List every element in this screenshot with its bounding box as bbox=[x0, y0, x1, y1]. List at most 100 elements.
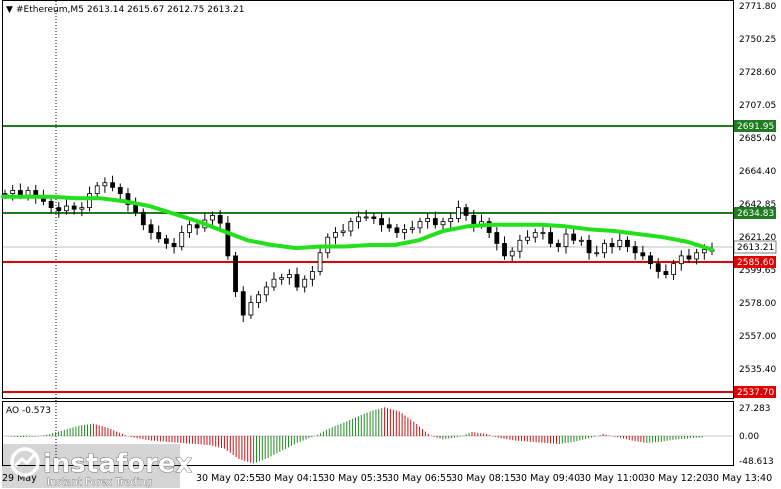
price-tick: 2750.25 bbox=[739, 35, 776, 45]
candle-body bbox=[348, 221, 354, 232]
candle-body bbox=[56, 207, 62, 212]
level-tag-bg bbox=[734, 386, 776, 398]
candle-body bbox=[225, 222, 231, 257]
time-label: 30 May 12:20 bbox=[643, 473, 708, 484]
level-tag-label: 2634.83 bbox=[737, 209, 774, 219]
candle-body bbox=[94, 185, 100, 195]
candle-body bbox=[525, 236, 530, 241]
candle-body bbox=[317, 252, 323, 272]
candle-body bbox=[371, 216, 377, 219]
candle-body bbox=[425, 218, 431, 223]
candle-body bbox=[87, 193, 92, 209]
candle-body bbox=[10, 190, 16, 195]
ohlc-readout: 2613.14 2615.67 2612.75 2613.21 bbox=[87, 5, 244, 15]
candle-body bbox=[578, 239, 584, 242]
candle-body bbox=[509, 250, 515, 257]
candle-body bbox=[294, 274, 300, 288]
instaforex-watermark: instaforex Instant Forex Trading bbox=[2, 444, 193, 488]
oscillator-panel[interactable] bbox=[2, 401, 734, 466]
candle-body bbox=[163, 238, 169, 244]
oscillator-histogram bbox=[8, 407, 703, 464]
candle-body bbox=[279, 277, 285, 280]
candle-body bbox=[356, 216, 361, 223]
candle-body bbox=[602, 243, 607, 254]
candle-body bbox=[379, 218, 384, 226]
price-tick: 2664.40 bbox=[739, 167, 776, 177]
instaforex-logo-icon bbox=[10, 447, 40, 477]
candle-body bbox=[540, 232, 546, 234]
candle-body bbox=[486, 221, 492, 233]
price-tick: 2599.65 bbox=[739, 266, 776, 276]
level-tag-bg bbox=[734, 207, 776, 219]
candle-body bbox=[71, 205, 77, 210]
oscillator-tick: 0.00 bbox=[739, 432, 759, 442]
price-tick: 2707.05 bbox=[739, 101, 776, 111]
candle-body bbox=[609, 243, 615, 247]
candle-body bbox=[102, 182, 108, 187]
candle-body bbox=[409, 227, 415, 230]
candle-body bbox=[571, 233, 577, 241]
level-tags: 2691.95 2634.83 2613.21 2585.60 2537.70 bbox=[733, 120, 777, 398]
candle-body bbox=[302, 278, 308, 288]
level-tag-label: 2537.70 bbox=[737, 388, 774, 398]
candle-body bbox=[2, 193, 8, 196]
price-tick: 2578.00 bbox=[739, 299, 776, 309]
candle-body bbox=[217, 214, 223, 224]
watermark-tagline: Instant Forex Trading bbox=[47, 477, 152, 488]
price-tick: 2621.20 bbox=[739, 233, 776, 243]
candle-body bbox=[648, 255, 653, 265]
candle-body bbox=[402, 229, 408, 233]
price-tick: 2685.40 bbox=[739, 134, 776, 144]
price-tick: 2557.00 bbox=[739, 332, 776, 342]
candle-body bbox=[563, 233, 569, 247]
candle-body bbox=[394, 227, 400, 233]
candle-body bbox=[671, 263, 676, 275]
candle-body bbox=[386, 224, 392, 229]
candle-body bbox=[448, 218, 454, 223]
price-tick: 2535.40 bbox=[739, 365, 776, 375]
watermark-brand: instaforex bbox=[43, 449, 193, 479]
candle-body bbox=[117, 186, 123, 195]
candle-body bbox=[471, 214, 477, 226]
time-axis: 29 May 30 May 02:55 30 May 04:15 30 May … bbox=[2, 473, 772, 484]
price-tick: 2642.85 bbox=[739, 200, 776, 210]
time-label: 30 May 11:00 bbox=[579, 473, 644, 484]
candle-body bbox=[640, 252, 646, 257]
candle-body bbox=[463, 207, 469, 216]
candle-body bbox=[110, 182, 115, 188]
candle-body bbox=[686, 255, 692, 260]
candle-body bbox=[417, 221, 423, 229]
candle-body bbox=[548, 232, 554, 244]
candle-body bbox=[456, 207, 461, 219]
price-tick: 2771.80 bbox=[739, 2, 776, 12]
candle-body bbox=[617, 239, 623, 247]
candle-body bbox=[179, 232, 185, 247]
candle-body bbox=[701, 249, 707, 254]
candle-body bbox=[333, 232, 338, 238]
candle-body bbox=[694, 252, 700, 260]
candle-body bbox=[286, 274, 292, 279]
candle-body bbox=[25, 190, 31, 196]
moving-average-line bbox=[1, 194, 714, 252]
time-label: 29 May bbox=[2, 473, 37, 484]
candle-body bbox=[432, 218, 438, 226]
candle-body bbox=[502, 243, 507, 257]
time-label: 30 May 08:15 bbox=[451, 473, 516, 484]
time-label: 30 May 09:40 bbox=[515, 473, 580, 484]
level-tag-label: 2585.60 bbox=[737, 258, 774, 268]
support-resistance-levels bbox=[3, 125, 733, 393]
candle-body bbox=[64, 205, 69, 212]
price-candles bbox=[2, 175, 715, 323]
candle-body bbox=[678, 255, 684, 265]
title-arrow-icon: ▼ bbox=[6, 5, 13, 15]
candle-body bbox=[625, 239, 630, 247]
time-label: 30 May 02:55 bbox=[196, 473, 261, 484]
candle-body bbox=[532, 232, 538, 238]
candle-body bbox=[210, 214, 215, 221]
candle-body bbox=[171, 243, 177, 247]
level-tag-bg bbox=[734, 120, 776, 132]
candle-body bbox=[309, 271, 315, 280]
current-price-tag: 2613.21 bbox=[737, 243, 774, 253]
candle-body bbox=[256, 294, 261, 303]
